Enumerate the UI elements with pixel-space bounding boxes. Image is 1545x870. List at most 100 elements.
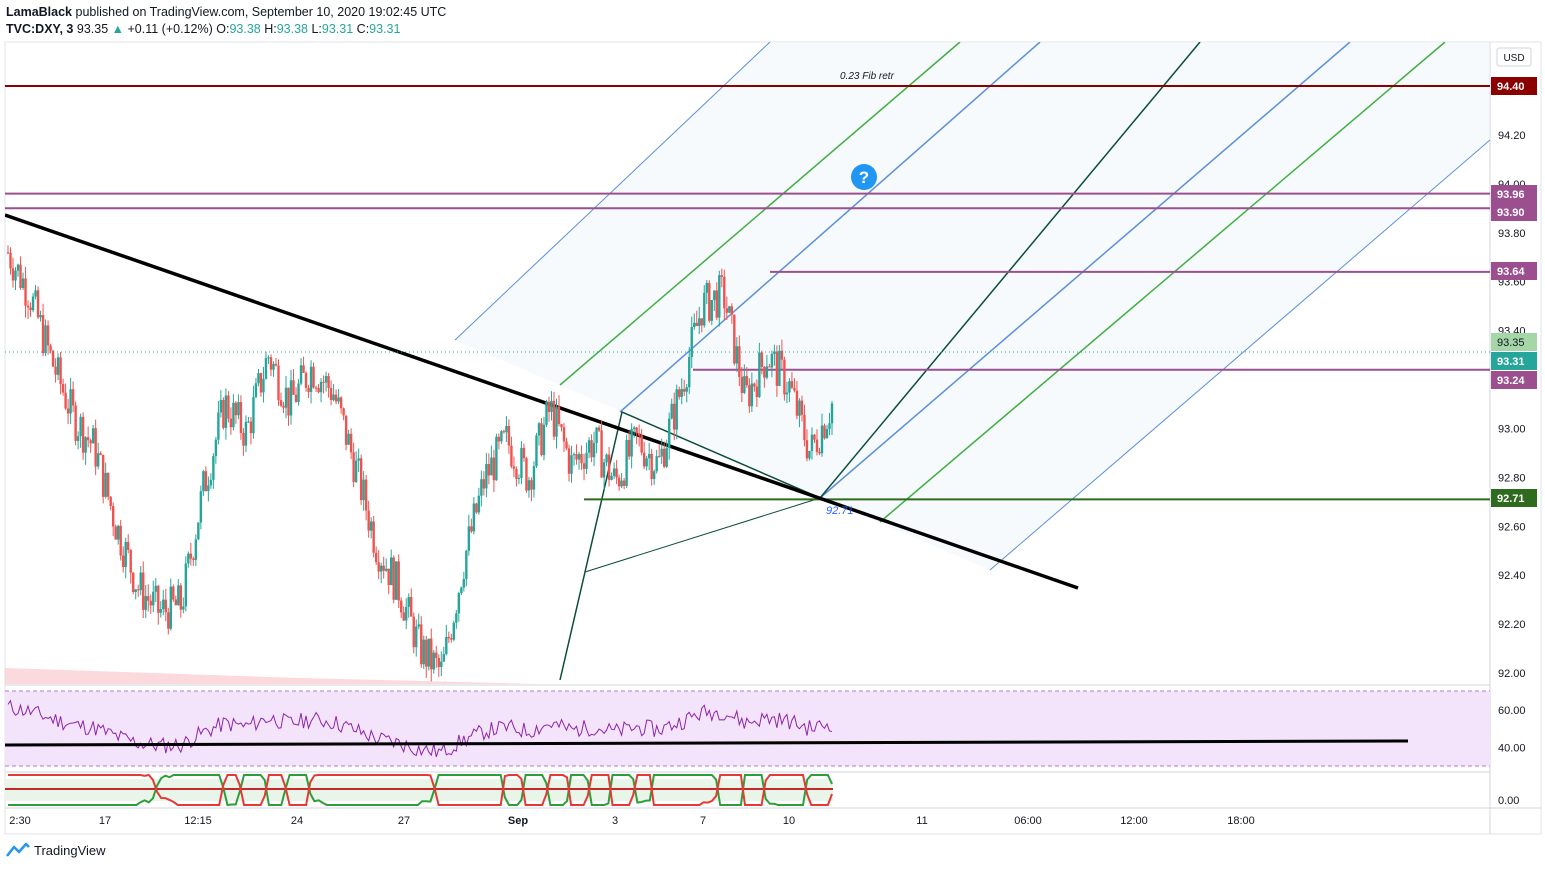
candle-body: [309, 366, 313, 392]
footer-brand[interactable]: TradingView: [34, 842, 106, 858]
candle-body: [738, 346, 741, 377]
candle-body: [402, 612, 405, 621]
candle-body: [662, 448, 666, 467]
candle-body: [785, 392, 789, 395]
candle-body: [354, 460, 358, 482]
main-pane[interactable]: 0.23 Fib retr 92.71 ?: [5, 42, 1490, 684]
price-tick-label: 92.60: [1498, 521, 1526, 533]
candle-body: [177, 585, 180, 606]
candle-body: [487, 464, 491, 476]
currency-box[interactable]: [1496, 47, 1532, 67]
candle-body: [763, 366, 766, 378]
candle-body: [244, 421, 248, 446]
candle-body: [590, 440, 593, 458]
candle-body: [272, 363, 275, 370]
candle-body: [282, 405, 285, 408]
time-tick-label: 11: [916, 815, 927, 827]
candle-body: [292, 380, 295, 395]
candle-body: [540, 423, 543, 456]
candle-body: [557, 406, 561, 425]
candle-body: [425, 639, 428, 667]
candle-body: [362, 479, 365, 501]
candle-body: [678, 389, 681, 397]
candle-body: [743, 376, 746, 393]
candle-body: [768, 366, 771, 368]
time-axis[interactable]: 2:30 17 12:15 24 27 Sep 3 7 10 11 06:00 12:00 18:00: [9, 815, 1254, 827]
candle-body: [640, 435, 643, 453]
price-labels: 94.40 93.96 93.90 93.64 93.35 93.31 93.24 92.71: [1491, 77, 1537, 507]
candle-body: [367, 510, 370, 531]
candle-body: [818, 451, 821, 454]
candle-body: [162, 599, 165, 610]
candle-body: [600, 430, 603, 478]
candle-body: [106, 472, 110, 497]
candle-body: [820, 425, 824, 454]
time-tick-label: 3: [612, 815, 618, 827]
candle-body: [660, 448, 663, 457]
candle-body: [359, 458, 363, 501]
candle-body: [560, 424, 563, 428]
candle-body: [26, 305, 30, 308]
candle-body: [317, 388, 320, 393]
candle-body: [733, 314, 736, 364]
candle-body: [232, 402, 235, 428]
question-icon[interactable]: ?: [851, 164, 877, 190]
candle-body: [89, 440, 92, 444]
candle-body: [452, 622, 456, 640]
candle-body: [21, 278, 25, 288]
candle-body: [127, 541, 130, 550]
fib-annotation: 0.23 Fib retr: [840, 71, 895, 82]
candle-body: [655, 456, 658, 472]
candle-body: [132, 572, 135, 593]
candle-body: [670, 403, 673, 419]
candle-body: [805, 440, 809, 459]
candle-body: [31, 296, 35, 311]
candle-body: [76, 436, 80, 441]
low-annotation: 92.71: [826, 505, 854, 517]
candle-body: [562, 427, 566, 442]
candle-body: [372, 521, 375, 553]
symbol-label: TVC:DXY, 3: [6, 22, 74, 36]
candles: [6, 245, 834, 682]
candle-body: [119, 525, 122, 556]
candle-body: [167, 612, 170, 629]
tradingview-logo-icon[interactable]: [6, 842, 30, 858]
candle-body: [415, 626, 418, 648]
candle-body: [502, 431, 506, 433]
candle-body: [755, 386, 759, 398]
candle-body: [352, 452, 355, 482]
candle-body: [49, 345, 52, 351]
candle-body: [497, 436, 501, 442]
rsi-pane[interactable]: [5, 690, 1490, 767]
change-arrow-icon: ▲: [111, 22, 125, 36]
candle-body: [69, 389, 72, 414]
candle-body: [219, 399, 223, 413]
candle-body: [84, 437, 87, 453]
candle-body: [81, 416, 85, 453]
pitchfork-line: [879, 42, 1446, 523]
candle-body: [475, 503, 478, 513]
candle-body: [517, 478, 521, 480]
candle-body: [783, 359, 786, 395]
candle-body: [790, 381, 794, 388]
candle-body: [647, 453, 651, 459]
candle-body: [685, 387, 688, 392]
candle-body: [795, 390, 799, 416]
candle-body: [770, 353, 774, 368]
candle-body: [164, 599, 167, 613]
osc-red-line: [8, 773, 833, 806]
candle-body: [780, 350, 784, 360]
candle-body: [617, 477, 621, 487]
candle-body: [134, 589, 137, 593]
candle-body: [597, 427, 601, 431]
oscillator-pane[interactable]: [5, 773, 833, 807]
candle-body: [39, 315, 42, 318]
time-tick-label: 7: [700, 815, 706, 827]
candle-body: [507, 426, 511, 446]
candle-body: [41, 315, 45, 354]
candle-body: [627, 439, 631, 457]
author-name[interactable]: LamaBlack: [6, 5, 73, 19]
candle-body: [149, 600, 152, 606]
candle-body: [587, 440, 591, 453]
